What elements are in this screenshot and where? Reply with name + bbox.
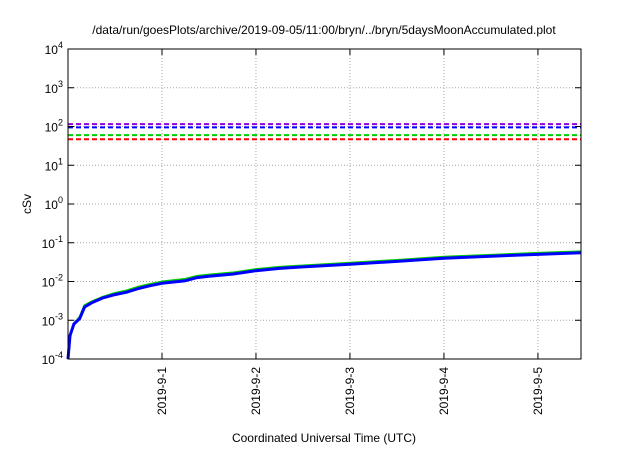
series-layer	[66, 250, 582, 360]
series-line	[66, 250, 582, 360]
x-tick-label: 2019-9-4	[437, 367, 451, 415]
series-line	[66, 251, 582, 360]
y-tick-label: 10-1	[42, 234, 63, 251]
y-tick-label: 10-4	[42, 350, 63, 367]
y-tick-label: 10-2	[42, 273, 63, 290]
x-tick-label: 2019-9-5	[531, 367, 545, 415]
plot-frame	[67, 48, 582, 360]
tick-layer: 10-4 10-3 10-2 10-1 100 101 102 103 104 2019-9-1 2…	[42, 40, 581, 415]
y-tick-label: 103	[45, 79, 63, 96]
chart-title: /data/run/goesPlots/archive/2019-09-05/1…	[92, 23, 556, 37]
reference-lines-layer	[68, 123, 581, 141]
x-tick-label: 2019-9-2	[249, 367, 263, 415]
y-tick-label: 101	[45, 156, 63, 173]
x-axis-label: Coordinated Universal Time (UTC)	[232, 431, 416, 445]
y-tick-label: 100	[45, 195, 63, 212]
y-tick-label: 104	[45, 40, 63, 57]
y-tick-label: 10-3	[42, 311, 63, 328]
x-tick-label: 2019-9-1	[155, 367, 169, 415]
x-tick-label: 2019-9-3	[343, 367, 357, 415]
y-tick-label: 102	[45, 118, 63, 135]
y-axis-label: cSv	[20, 194, 34, 214]
grid-layer	[68, 49, 581, 359]
